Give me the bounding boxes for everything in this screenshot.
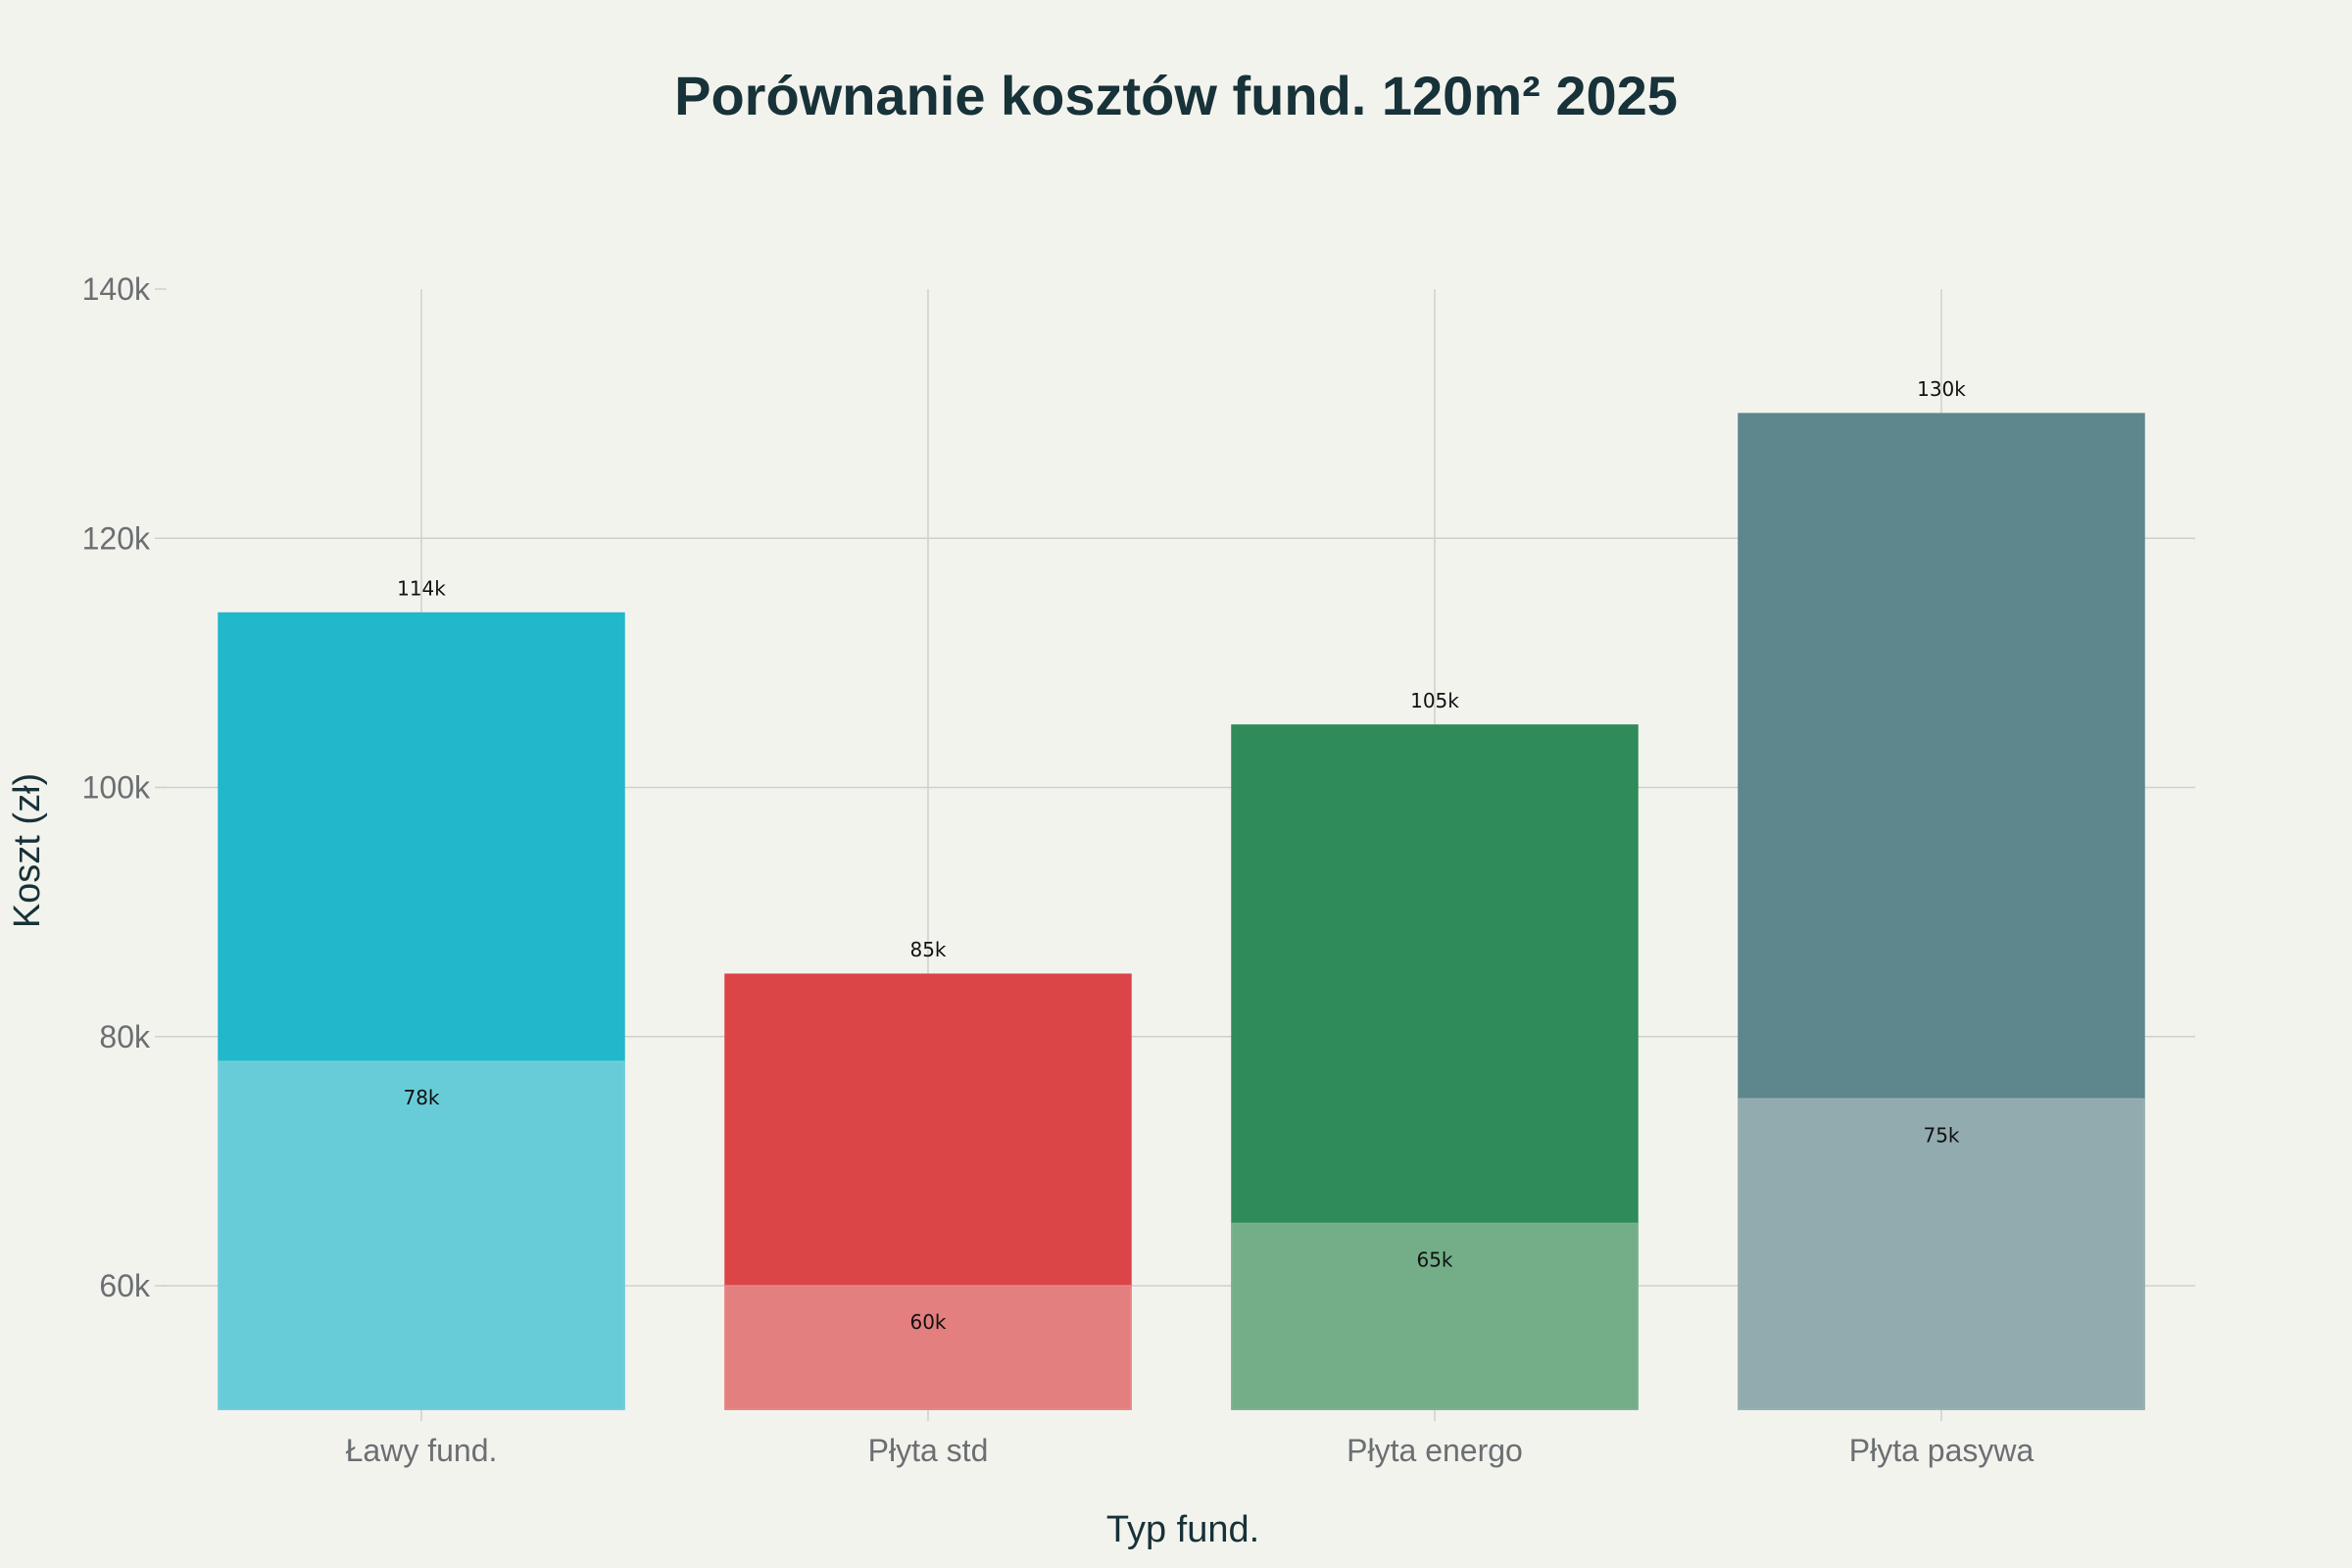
y-tick-label: 100k: [82, 770, 151, 806]
bar-overlay: [218, 1060, 625, 1410]
x-axis-title: Typ fund.: [1106, 1509, 1259, 1550]
tick-layer: 60k 80k 100k 120k 140k Ławy fund. Płyta std Pły…: [82, 271, 2034, 1468]
y-tick-label: 140k: [82, 271, 151, 307]
bar-overlay: [1231, 1222, 1639, 1410]
y-tick-label: 80k: [99, 1019, 151, 1054]
chart-title: Porównanie kosztów fund. 120m² 2025: [674, 65, 1678, 126]
x-tick-label: Płyta std: [868, 1433, 989, 1468]
data-label: 75k: [1923, 1123, 1959, 1147]
bar-layer: [218, 413, 2145, 1410]
label-layer: 114k 85k 105k 130k 78k 60k 65k 75k: [397, 377, 1966, 1334]
data-label: 60k: [909, 1310, 946, 1334]
bar-overlay: [724, 1285, 1132, 1410]
data-label: 78k: [403, 1086, 439, 1109]
data-label: 105k: [1410, 689, 1459, 712]
y-tick-label: 120k: [82, 520, 151, 556]
bar-overlay: [1738, 1098, 2145, 1410]
data-label: 65k: [1416, 1248, 1452, 1271]
x-tick-label: Płyta energo: [1347, 1433, 1523, 1468]
data-label: 130k: [1917, 377, 1966, 401]
x-tick-label: Płyta pasywa: [1849, 1433, 2034, 1468]
y-axis-title: Koszt (zł): [7, 773, 48, 928]
x-tick-label: Ławy fund.: [346, 1433, 498, 1468]
data-label: 85k: [909, 938, 946, 961]
data-label: 114k: [397, 577, 446, 601]
y-tick-label: 60k: [99, 1268, 151, 1303]
